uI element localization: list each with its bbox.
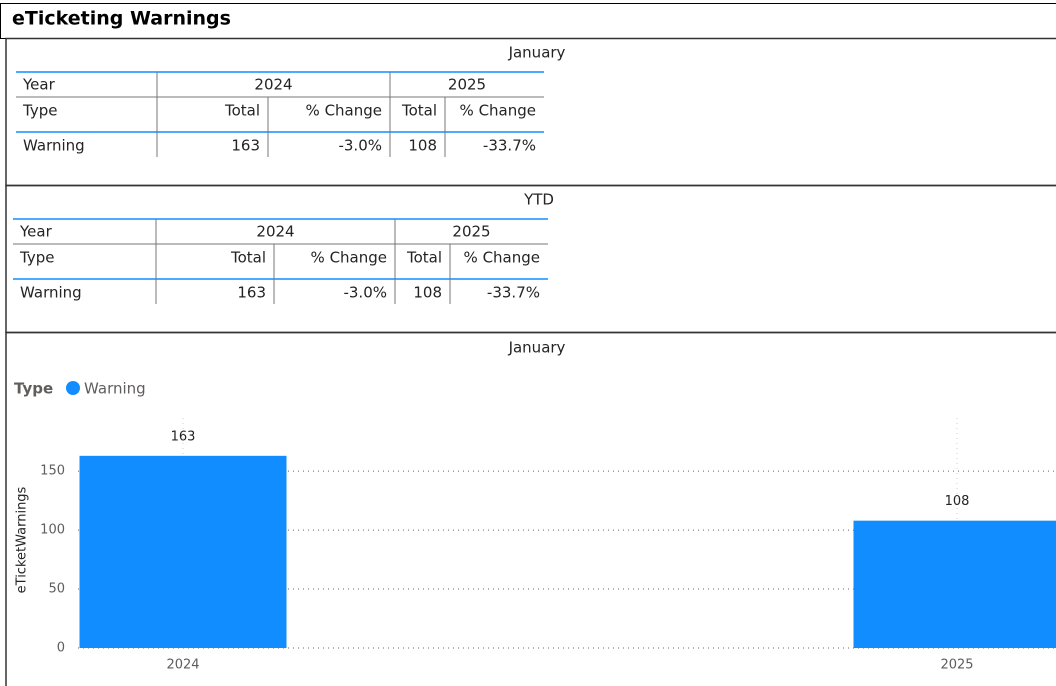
table-cell: 108 bbox=[408, 137, 437, 155]
row-header: Type bbox=[19, 249, 54, 267]
data-label: 108 bbox=[945, 494, 970, 509]
table-cell: -33.7% bbox=[483, 137, 536, 155]
y-tick-label: 100 bbox=[40, 523, 65, 538]
column-header: % Change bbox=[306, 102, 382, 120]
table-cell: -3.0% bbox=[338, 137, 382, 155]
legend-title: Type bbox=[14, 380, 53, 398]
legend-label: Warning bbox=[84, 380, 146, 398]
column-header: Total bbox=[406, 249, 442, 267]
year-header: 2025 bbox=[452, 223, 490, 241]
column-header: % Change bbox=[460, 102, 536, 120]
row-label: Warning bbox=[20, 284, 82, 302]
x-tick-label: 2024 bbox=[166, 658, 199, 673]
table-title: YTD bbox=[523, 191, 554, 209]
chart-title: January bbox=[508, 339, 566, 357]
column-header: Total bbox=[230, 249, 266, 267]
y-tick-label: 50 bbox=[48, 582, 65, 597]
legend-marker bbox=[66, 381, 80, 395]
page-title: eTicketing Warnings bbox=[12, 8, 231, 30]
column-header: % Change bbox=[311, 249, 387, 267]
year-header: 2025 bbox=[448, 76, 486, 94]
table-cell: 163 bbox=[231, 137, 260, 155]
year-header: 2024 bbox=[254, 76, 292, 94]
bar bbox=[853, 520, 1056, 648]
table-title: January bbox=[508, 44, 566, 62]
row-header: Type bbox=[22, 102, 57, 120]
year-header: 2024 bbox=[256, 223, 294, 241]
data-label: 163 bbox=[171, 429, 196, 444]
column-header: % Change bbox=[464, 249, 540, 267]
table-cell: -3.0% bbox=[343, 284, 387, 302]
row-label: Warning bbox=[23, 137, 85, 155]
x-tick-label: 2025 bbox=[940, 658, 973, 673]
y-axis-label: eTicketWarnings bbox=[15, 486, 30, 593]
y-tick-label: 0 bbox=[57, 641, 65, 656]
row-header: Year bbox=[22, 76, 56, 94]
column-header: Total bbox=[401, 102, 437, 120]
row-header: Year bbox=[19, 223, 53, 241]
table-cell: 163 bbox=[237, 284, 266, 302]
panel bbox=[5, 331, 1056, 686]
table-cell: 108 bbox=[413, 284, 442, 302]
table-cell: -33.7% bbox=[487, 284, 540, 302]
y-tick-label: 150 bbox=[40, 464, 65, 479]
column-header: Total bbox=[224, 102, 260, 120]
bar bbox=[79, 455, 287, 648]
